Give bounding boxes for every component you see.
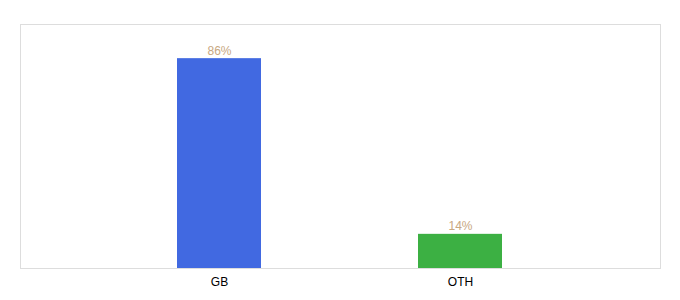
svg-text:86%: 86%	[207, 44, 231, 58]
svg-text:14%: 14%	[448, 219, 472, 233]
svg-text:OTH: OTH	[448, 275, 473, 289]
svg-text:GB: GB	[211, 275, 228, 289]
